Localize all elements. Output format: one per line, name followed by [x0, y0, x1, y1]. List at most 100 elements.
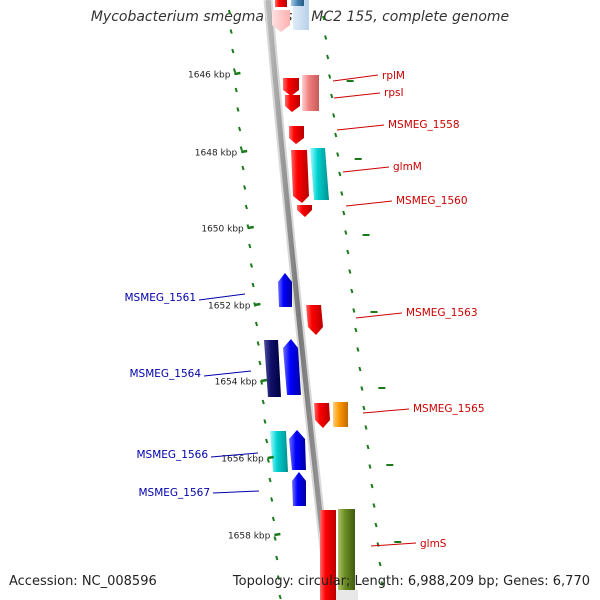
gene-label-msmeg-1561[interactable]: MSMEG_1561 [124, 292, 196, 304]
gene-label-msmeg-1558[interactable]: MSMEG_1558 [388, 119, 460, 131]
inner-scale-dot [258, 360, 262, 366]
inner-scale-dot [231, 48, 235, 54]
inner-scale-dot [249, 263, 253, 268]
scale-tick-layer: 1646 kbp 1648 kbp 1650 kbp 1652 kbp 1654 kbp… [188, 9, 402, 600]
gene-MSMEG_1564-cog[interactable] [264, 340, 281, 397]
inner-scale-dot [263, 419, 267, 424]
scale-tick-label: 1650 kbp [201, 225, 244, 235]
inner-scale-dot [265, 438, 269, 444]
inner-scale-dot [276, 575, 281, 580]
gene-label-glmm[interactable]: glmM [393, 161, 422, 173]
inner-scale-dot [234, 87, 238, 93]
gene-MSMEG_1560-arrow[interactable] [297, 205, 312, 217]
outer-scale-dot [342, 210, 346, 216]
gene-label-glms[interactable]: glmS [420, 538, 447, 550]
connector-msmeg-1567 [212, 490, 260, 494]
inner-scale-dot [229, 29, 233, 34]
inner-scale-dot [241, 165, 245, 171]
outer-scale-dot [354, 327, 358, 333]
gene-label-msmeg-1563[interactable]: MSMEG_1563 [406, 307, 478, 319]
scale-tick-label: 1646 kbp [188, 71, 231, 81]
feature-top-red [275, 0, 287, 7]
gene-rplM-cog[interactable] [302, 75, 319, 111]
scale-tick-label: 1658 kbp [228, 532, 271, 542]
outer-scale-dot [366, 444, 370, 450]
outer-scale-dot [344, 230, 348, 235]
outer-scale-dot [326, 54, 330, 60]
outer-scale-dot [362, 405, 366, 411]
major-tick-mark [240, 149, 248, 154]
gene-label-msmeg-1565[interactable]: MSMEG_1565 [413, 403, 485, 415]
gene-glmS-rim [336, 590, 358, 600]
inner-scale-dot [248, 243, 252, 249]
gene-glmS-cog[interactable] [338, 509, 355, 600]
gene-MSMEG_1558-arrow[interactable] [289, 126, 304, 144]
major-tick-mark [247, 225, 254, 230]
outer-scale-dot [370, 483, 374, 489]
inner-scale-dot [238, 126, 242, 132]
inner-scale-dot [254, 321, 259, 327]
inner-scale-dot [270, 497, 274, 502]
major-tick-mark [274, 532, 281, 537]
connector-msmeg-1560 [345, 200, 393, 207]
gene-MSMEG_1565-cog[interactable] [333, 402, 348, 427]
inner-scale-dot [236, 107, 240, 112]
accession-label: Accession: NC_008596 [9, 574, 157, 589]
outer-scale-dot [334, 132, 338, 138]
inner-scale-dot [227, 9, 232, 15]
label-connector-layer [198, 74, 417, 547]
feature-top-steel [291, 0, 304, 6]
gene-MSMEG_1563-arrow[interactable] [306, 305, 323, 335]
inner-scale-dot [239, 146, 243, 151]
outer-scale-dot [356, 347, 360, 352]
outer-scale-dot [360, 386, 364, 391]
inner-scale-dot [271, 516, 275, 522]
gene-label-msmeg-1560[interactable]: MSMEG_1560 [396, 195, 468, 207]
connector-msmeg-1558 [336, 124, 385, 131]
major-tick-mark [234, 71, 241, 76]
gene-MSMEG_1564-arrow[interactable] [283, 339, 301, 395]
gene-label-msmeg-1564[interactable]: MSMEG_1564 [129, 368, 201, 380]
inner-scale-dot [261, 399, 265, 405]
inner-scale-dot [273, 536, 277, 541]
outer-scale-dot [322, 15, 326, 21]
gene-glmM-cog[interactable] [310, 148, 329, 200]
gene-rplM-arrow[interactable] [283, 78, 299, 96]
connector-msmeg-1561 [198, 293, 246, 301]
gene-MSMEG_1566-cog[interactable] [270, 431, 288, 472]
summary-label: Topology: circular; Length: 6,988,209 bp… [232, 574, 590, 589]
feature-top-faded-blue [293, 0, 309, 30]
inner-scale-dot [268, 477, 272, 483]
outer-scale-dot [350, 288, 354, 294]
gene-MSMEG_1561-arrow[interactable] [278, 273, 292, 307]
outer-scale-dot [378, 561, 382, 567]
outer-scale-dot [338, 171, 342, 177]
outer-scale-dot [332, 113, 336, 118]
feature-top-faded-red [272, 10, 290, 32]
gene-glmM-arrow[interactable] [291, 150, 309, 203]
inner-scale-dot [278, 594, 282, 600]
connector-msmeg-1565 [362, 408, 410, 414]
gene-rpsI-arrow[interactable] [285, 95, 300, 112]
gene-MSMEG_1566-arrow[interactable] [289, 430, 306, 470]
outer-scale-dot [352, 308, 356, 313]
scale-tick-label: 1652 kbp [208, 302, 251, 312]
gene-label-rpsi[interactable]: rpsI [384, 87, 404, 99]
inner-scale-dot [243, 185, 247, 190]
gene-label-rplm[interactable]: rplM [382, 70, 405, 82]
outer-scale-dot [328, 74, 332, 79]
gene-glmS-arrow[interactable] [320, 510, 336, 600]
gene-MSMEG_1565-arrow[interactable] [314, 403, 330, 428]
inner-scale-dot [251, 282, 255, 288]
connector-glmm [342, 166, 390, 173]
connector-glms [370, 542, 417, 547]
scale-tick-label: 1656 kbp [221, 455, 264, 465]
scale-tick-label: 1648 kbp [195, 149, 238, 159]
outer-scale-dot [330, 93, 334, 99]
outer-scale-dot [324, 35, 328, 40]
outer-scale-dot [368, 464, 372, 469]
gene-label-msmeg-1567[interactable]: MSMEG_1567 [138, 487, 210, 499]
gene-label-msmeg-1566[interactable]: MSMEG_1566 [136, 449, 208, 461]
gene-MSMEG_1567-arrow[interactable] [292, 472, 306, 506]
